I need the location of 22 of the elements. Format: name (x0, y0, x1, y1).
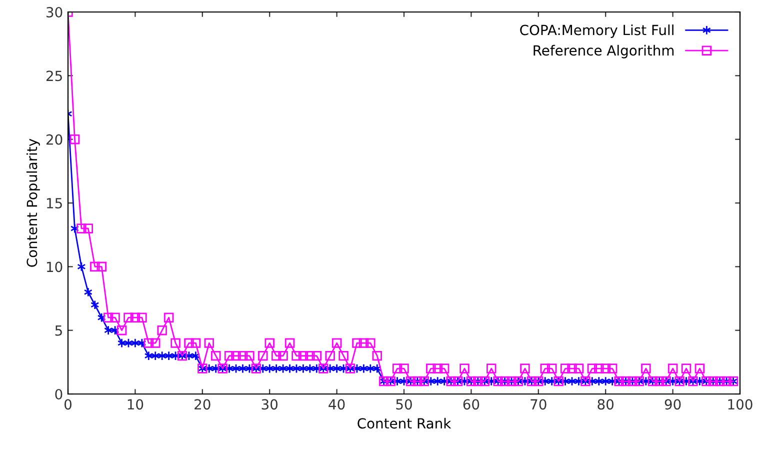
x-tick-label: 20 (194, 399, 210, 410)
x-tick-label: 90 (664, 399, 681, 410)
x-tick-label: 70 (530, 399, 546, 410)
x-axis-title: Content Rank (358, 418, 452, 429)
y-tick-label: 0 (55, 388, 62, 400)
y-tick-label: 15 (46, 198, 62, 208)
y-tick-label: 10 (46, 262, 62, 272)
y-tick-label: 20 (46, 134, 62, 145)
x-tick-label: 10 (128, 399, 144, 410)
y-tick-label: 25 (46, 70, 62, 82)
x-tick-label: 0 (64, 399, 72, 410)
x-tick-label: 60 (463, 399, 480, 410)
x-tick-label: 40 (328, 399, 345, 410)
y-axis-title: Content Popularity (26, 138, 40, 267)
legend-label: Reference Algorithm (534, 44, 674, 58)
x-tick-label: 80 (598, 399, 614, 410)
x-tick-label: 100 (728, 399, 752, 410)
y-tick-label: 5 (55, 325, 62, 336)
y-tick-label: 30 (46, 6, 62, 18)
x-tick-label: 30 (262, 399, 278, 410)
legend-label: COPA:Memory List Full (520, 24, 674, 38)
x-tick-label: 50 (396, 399, 412, 410)
